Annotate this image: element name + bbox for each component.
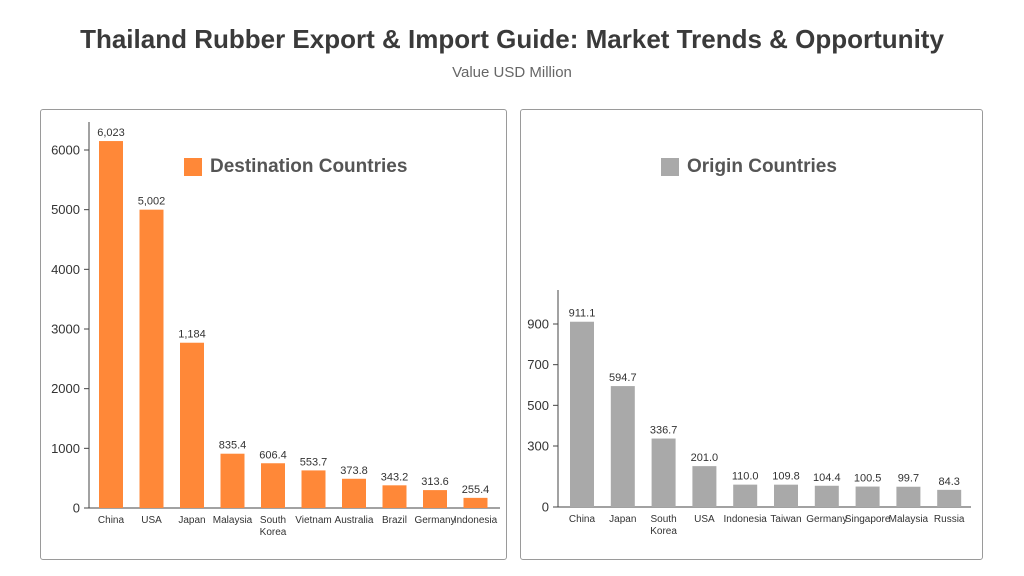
y-tick-label: 5000 — [51, 202, 80, 217]
category-label: Japan — [178, 515, 205, 526]
category-label: South — [651, 514, 677, 525]
bar — [139, 209, 164, 508]
category-label: USA — [694, 514, 715, 525]
category-label: Malaysia — [213, 515, 253, 526]
page-title: Thailand Rubber Export & Import Guide: M… — [80, 24, 944, 54]
data-label: 100.5 — [854, 473, 882, 485]
data-label: 336.7 — [650, 425, 678, 437]
category-label: USA — [141, 515, 162, 526]
y-tick-label: 0 — [542, 500, 549, 515]
data-label: 911.1 — [569, 308, 596, 320]
page-subtitle: Value USD Million — [452, 64, 572, 81]
bar — [301, 470, 326, 508]
y-tick-label: 2000 — [51, 381, 80, 396]
origin-legend-label: Origin Countries — [687, 156, 837, 177]
origin-legend-swatch — [661, 158, 679, 176]
category-label: Russia — [934, 514, 965, 525]
y-tick-label: 0 — [73, 501, 80, 516]
bar — [382, 485, 407, 508]
category-label: Korea — [650, 526, 677, 537]
origin-legend: Origin Countries — [661, 156, 837, 178]
category-label: Indonesia — [724, 514, 768, 525]
data-label: 84.3 — [938, 476, 959, 488]
bar — [610, 386, 635, 507]
bar — [896, 486, 921, 507]
bar — [463, 497, 488, 508]
bar — [423, 490, 447, 508]
data-label: 255.4 — [462, 484, 490, 496]
category-label: Taiwan — [770, 514, 801, 525]
y-tick-label: 3000 — [51, 322, 80, 337]
data-label: 373.8 — [340, 465, 368, 477]
origin-bar-chart: 0 300 500 700 900 911.1 China 594.7 Japan 336.7 So… — [527, 290, 971, 537]
destination-legend-label: Destination Countries — [210, 156, 408, 177]
category-label: Indonesia — [454, 515, 498, 526]
bar — [99, 141, 123, 509]
category-label: Japan — [609, 514, 636, 525]
y-tick-label: 6000 — [51, 143, 80, 158]
destination-chart-panel: Destination Countries 0 1000 2000 3000 4000 5… — [40, 109, 507, 560]
bar — [814, 485, 839, 507]
y-tick-label: 1000 — [51, 441, 80, 456]
bar — [937, 489, 962, 507]
category-label: Germany — [806, 514, 847, 525]
data-label: 606.4 — [259, 449, 287, 461]
data-label: 5,002 — [138, 196, 166, 208]
bar — [342, 478, 366, 508]
data-label: 553.7 — [300, 456, 328, 468]
bar — [692, 466, 717, 507]
bar — [651, 438, 676, 507]
data-label: 6,023 — [97, 127, 125, 139]
data-label: 109.8 — [772, 471, 800, 483]
data-label: 99.7 — [898, 473, 919, 485]
destination-legend: Destination Countries — [184, 156, 407, 178]
data-label: 1,184 — [178, 329, 206, 341]
bar — [180, 342, 204, 508]
bar — [261, 463, 285, 508]
category-label: Germany — [414, 515, 455, 526]
category-label: Vietnam — [295, 515, 332, 526]
y-tick-label: 900 — [527, 317, 549, 332]
data-label: 835.4 — [219, 440, 247, 452]
category-label: Malaysia — [889, 514, 929, 525]
data-label: 104.4 — [813, 472, 841, 484]
destination-legend-swatch — [184, 158, 202, 176]
category-label: Singapore — [845, 514, 891, 525]
bar — [220, 453, 245, 508]
bar — [774, 484, 798, 507]
y-tick-label: 4000 — [51, 262, 80, 277]
category-label: China — [98, 515, 125, 526]
category-label: Brazil — [382, 515, 407, 526]
y-tick-label: 300 — [527, 439, 549, 454]
category-label: China — [569, 514, 596, 525]
data-label: 313.6 — [421, 476, 449, 488]
origin-chart-panel: Origin Countries 0 300 500 700 900 911.1 China… — [520, 109, 983, 560]
y-tick-label: 500 — [527, 398, 549, 413]
data-label: 201.0 — [691, 452, 719, 464]
category-label: South — [260, 515, 286, 526]
bar — [733, 484, 758, 507]
destination-bar-chart: 0 1000 2000 3000 4000 5000 6000 6,023 China 5,002… — [51, 122, 500, 538]
bar — [570, 321, 594, 507]
category-label: Korea — [260, 527, 287, 538]
y-tick-label: 700 — [527, 357, 549, 372]
data-label: 594.7 — [609, 372, 637, 384]
data-label: 110.0 — [732, 471, 759, 483]
data-label: 343.2 — [381, 471, 409, 483]
category-label: Australia — [335, 515, 374, 526]
bar — [855, 486, 880, 507]
